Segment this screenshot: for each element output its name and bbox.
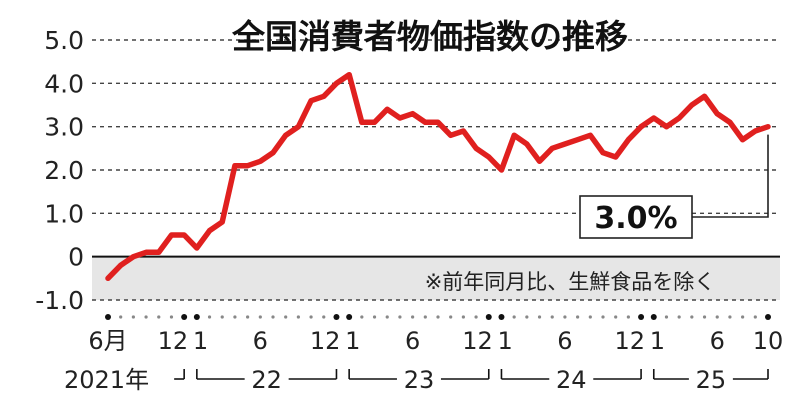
month-dot: [537, 315, 542, 319]
y-tick-label: 3.0: [44, 113, 84, 142]
month-dot: [296, 315, 300, 319]
month-dot: [144, 315, 148, 319]
month-dot: [193, 314, 200, 320]
chart-annotation: ※前年同月比、生鮮食品を除く: [425, 270, 716, 294]
x-tick-label: 6: [710, 327, 725, 355]
value-callout: 3.0%: [579, 134, 769, 239]
month-dot: [333, 314, 340, 320]
month-dot: [690, 315, 694, 319]
month-dot: [563, 315, 567, 319]
chart-title: 全国消費者物価指数の推移: [231, 17, 628, 56]
month-dot: [372, 315, 377, 319]
month-dot: [601, 315, 605, 319]
month-dot: [360, 315, 364, 319]
month-dot: [220, 315, 224, 319]
month-dot: [271, 315, 275, 319]
series-layer: [105, 71, 771, 282]
x-tick-label: 1: [193, 327, 208, 355]
x-tick-label: 12: [158, 327, 189, 355]
month-dot: [588, 315, 592, 319]
month-dot: [664, 315, 669, 319]
month-dot: [385, 315, 389, 319]
x-tick-label: 1: [497, 327, 512, 355]
callout-box: [579, 195, 693, 239]
x-axis-month-ticks: 6月 12 1 6 12 1 6 12 1 6 12 1 6 10: [88, 327, 783, 355]
month-dot: [614, 315, 618, 319]
year-label: 2021年: [64, 366, 149, 394]
month-dot: [550, 315, 554, 319]
year-label: 25: [696, 366, 727, 394]
year-label: 24: [556, 366, 587, 394]
month-dot: [638, 314, 645, 320]
x-tick-label: 1: [345, 327, 360, 355]
x-tick-label: 6月: [88, 327, 127, 355]
grid-lines: [92, 39, 780, 301]
x-tick-label: 10: [753, 327, 784, 355]
x-tick-label: 6: [405, 327, 420, 355]
month-dot: [765, 314, 771, 320]
month-dot: [498, 314, 505, 320]
x-tick-label: 1: [650, 327, 665, 355]
y-tick-label: 1.0: [44, 199, 84, 228]
x-tick-label: 12: [310, 327, 341, 355]
month-dot: [169, 315, 174, 319]
month-dot: [346, 314, 353, 320]
month-dot: [322, 315, 326, 319]
y-tick-label: 0: [68, 243, 84, 272]
month-dot: [715, 315, 719, 319]
month-dot: [398, 315, 402, 319]
month-dot: [741, 315, 745, 319]
callout-label: 3.0%: [594, 201, 677, 236]
month-dot: [157, 315, 161, 319]
month-dot: [474, 315, 478, 319]
month-dot: [309, 315, 313, 319]
x-tick-label: 6: [557, 327, 572, 355]
y-tick-label: 4.0: [44, 69, 84, 98]
series-line: [105, 71, 771, 282]
month-dot: [512, 315, 516, 319]
month-dot: [485, 314, 492, 320]
year-label: 22: [251, 366, 282, 394]
month-dot: [753, 315, 757, 319]
month-dot: [423, 315, 427, 319]
month-dot: [702, 315, 707, 319]
month-dot: [105, 314, 111, 320]
month-dot: [284, 315, 288, 319]
y-tick-label: -1.0: [35, 286, 84, 315]
month-dot: [576, 315, 580, 319]
y-tick-label: 2.0: [44, 156, 84, 185]
negative-band-rect: [92, 256, 780, 300]
month-dot: [181, 314, 188, 320]
x-axis-year-brackets: 2021年 22 23 24 25: [64, 366, 769, 394]
month-dot: [449, 315, 453, 319]
month-dot: [119, 315, 123, 319]
y-axis-ticks: 5.0 4.0 3.0 2.0 1.0 0 -1.0: [35, 26, 84, 315]
month-dot: [436, 315, 440, 319]
month-dot-row: [105, 314, 771, 320]
month-dot: [626, 315, 630, 319]
y-tick-label: 5.0: [44, 26, 84, 55]
month-dot: [650, 314, 657, 320]
callout-leader: [692, 134, 769, 218]
month-dot: [677, 315, 681, 319]
month-dot: [411, 315, 415, 319]
month-dot: [525, 315, 529, 319]
month-dot: [233, 315, 237, 319]
negative-range-band: [92, 256, 780, 300]
x-tick-label: 12: [615, 327, 646, 355]
month-dot: [461, 315, 465, 319]
month-dot: [131, 315, 135, 319]
year-label: 23: [404, 366, 435, 394]
month-dot: [207, 315, 212, 319]
month-dot: [246, 315, 250, 319]
x-tick-label: 12: [462, 327, 493, 355]
x-tick-label: 6: [253, 327, 268, 355]
month-dot: [258, 315, 262, 319]
month-dot: [728, 315, 732, 319]
